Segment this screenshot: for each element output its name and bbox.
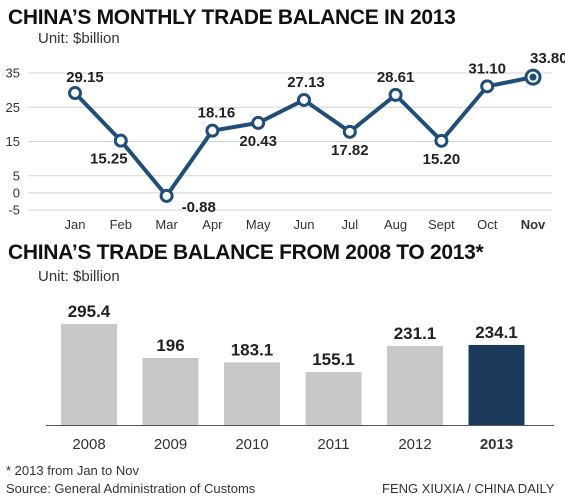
y-tick-label: 5 xyxy=(13,168,20,183)
bar-chart-unit: Unit: $billion xyxy=(38,268,120,285)
data-point xyxy=(68,86,82,101)
x-tick-label: Aug xyxy=(384,217,407,232)
data-label: 31.10 xyxy=(468,60,506,77)
data-label: 20.43 xyxy=(239,133,277,150)
data-label: 33.80 xyxy=(530,50,565,67)
source-note: Source: General Administration of Custom… xyxy=(6,481,256,496)
bar xyxy=(387,345,443,425)
data-label: 27.13 xyxy=(287,74,325,91)
data-label: 29.15 xyxy=(66,69,104,86)
data-point xyxy=(297,92,311,107)
x-tick-label: Apr xyxy=(202,217,223,232)
data-point xyxy=(434,133,449,148)
bar xyxy=(305,371,362,425)
data-point xyxy=(388,87,403,102)
x-tick-label: Sept xyxy=(428,217,455,232)
data-point xyxy=(342,124,357,139)
data-point xyxy=(480,79,495,94)
x-tick-label: 2009 xyxy=(154,436,187,453)
x-tick-label: Oct xyxy=(477,217,498,232)
bar-value-label: 234.1 xyxy=(475,323,518,342)
data-label: 18.16 xyxy=(198,105,236,122)
x-tick-label: Mar xyxy=(155,217,178,232)
data-point xyxy=(251,115,266,130)
x-tick-label: 2012 xyxy=(398,436,431,453)
bar-value-label: 295.4 xyxy=(68,302,111,321)
footnote: * 2013 from Jan to Nov xyxy=(6,463,139,478)
x-tick-label: 2008 xyxy=(72,436,105,453)
x-tick-label: Nov xyxy=(521,217,546,232)
x-tick-label: 2013 xyxy=(480,436,513,453)
bar-value-label: 231.1 xyxy=(394,324,437,343)
y-tick-label: -5 xyxy=(8,203,20,218)
x-tick-label: Feb xyxy=(110,217,132,232)
data-label: 15.25 xyxy=(90,151,128,168)
bar xyxy=(142,357,199,425)
data-label: 17.82 xyxy=(331,142,369,159)
x-tick-label: May xyxy=(246,217,271,232)
x-tick-label: 2010 xyxy=(235,436,268,453)
y-tick-label: 35 xyxy=(6,66,20,81)
line-chart-unit: Unit: $billion xyxy=(38,30,120,47)
bar xyxy=(61,324,117,425)
bar-value-label: 155.1 xyxy=(312,350,355,369)
y-tick-label: 0 xyxy=(13,185,20,200)
data-point xyxy=(205,123,220,138)
x-tick-label: Jan xyxy=(65,217,86,232)
y-tick-label: 15 xyxy=(6,134,20,149)
bar-value-label: 196 xyxy=(156,336,184,355)
x-tick-label: Jul xyxy=(341,217,358,232)
bar-value-label: 183.1 xyxy=(231,340,274,359)
bar-chart-title: CHINA’S TRADE BALANCE FROM 2008 TO 2013* xyxy=(8,241,484,264)
line-chart-title: CHINA’S MONTHLY TRADE BALANCE IN 2013 xyxy=(8,6,456,29)
credit-line: FENG XIUXIA / CHINA DAILY xyxy=(382,481,555,496)
data-label: 15.20 xyxy=(423,151,461,168)
data-label: 28.61 xyxy=(377,69,415,86)
data-point xyxy=(159,188,174,203)
data-point-highlight xyxy=(529,73,537,81)
x-tick-label: Jun xyxy=(294,217,315,232)
bar xyxy=(468,344,525,425)
x-tick-label: 2011 xyxy=(317,436,349,453)
data-point xyxy=(113,133,128,148)
y-tick-label: 25 xyxy=(6,100,20,115)
data-label: -0.88 xyxy=(182,199,216,216)
bar xyxy=(224,362,280,425)
